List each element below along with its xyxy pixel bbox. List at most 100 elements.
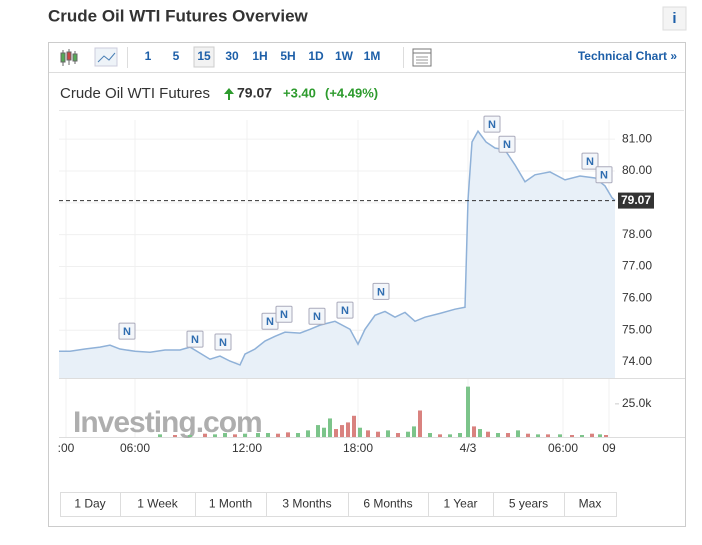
news-flag-label[interactable]: N [191,334,199,346]
interval-button[interactable]: 1H [252,49,267,63]
volume-bar [438,434,442,437]
range-button[interactable] [195,492,267,517]
volume-bar [506,433,510,437]
volume-bar [448,434,452,437]
news-flag-label[interactable]: N [600,170,608,182]
y-tick-label: 78.00 [622,227,652,241]
volume-bar [472,426,476,437]
news-flag[interactable] [186,330,204,348]
news-flag[interactable] [118,322,136,340]
volume-bar [358,427,362,437]
news-flag[interactable] [275,305,293,323]
volume-bar [316,425,320,437]
price-line [59,129,616,366]
table-icon[interactable] [412,48,432,67]
volume-bar [458,433,462,437]
last-price-label: 79.07 [621,193,651,207]
x-tick-label: 12:00 [232,441,262,455]
volume-bar [296,433,300,437]
volume-bar [598,434,602,437]
range-label[interactable]: 1 Day [74,497,105,511]
range-label[interactable]: 3 Months [282,497,331,511]
page-title: Crude Oil WTI Futures Overview [48,6,309,25]
y-tick-label: 77.00 [622,259,652,273]
volume-bar [428,433,432,437]
news-flag-label[interactable]: N [488,119,496,131]
volume-bar [346,422,350,437]
volume-bar [158,434,162,437]
range-button[interactable] [564,492,617,517]
x-tick-label: 4/3 [460,441,477,455]
interval-button[interactable]: 1 [145,49,152,63]
range-bar: 1 Day 1 Week 1 Month 3 Months 6 Months 1 Year… [60,492,617,517]
news-flag-label[interactable]: N [219,337,227,349]
interval-button[interactable]: 30 [225,49,239,63]
range-label[interactable]: Max [579,497,602,511]
range-button[interactable] [348,492,429,517]
volume-bar [558,434,562,437]
news-flag-label[interactable]: N [341,305,349,317]
interval-selected [193,46,215,68]
range-label[interactable]: 5 years [509,497,548,511]
range-button[interactable] [266,492,349,517]
line-icon-stroke [97,52,116,63]
x-tick-label: 06:00 [120,441,150,455]
up-arrow [224,88,234,100]
y-tick-label: 81.00 [622,131,652,145]
range-label[interactable]: 1 Year [443,497,477,511]
volume-bar [266,433,270,437]
range-label[interactable]: 1 Week [137,497,178,511]
candle-icon[interactable] [60,49,78,66]
range-button[interactable] [428,492,494,517]
last-price: 79.07 [237,85,272,101]
range-button[interactable] [120,492,196,517]
news-flag[interactable] [483,115,501,133]
x-tick-label: 18:00 [343,441,373,455]
volume-bar [526,433,530,437]
volume-bar [496,433,500,437]
volume-bar [256,433,260,437]
news-flag-label[interactable]: N [280,309,288,321]
volume-bar [478,429,482,437]
x-tick-label: :00 [58,441,75,455]
interval-button[interactable]: 1W [335,49,354,63]
price-change-percent: (+4.49%) [325,85,378,100]
news-flag[interactable] [498,135,516,153]
volume-bar [188,435,192,437]
x-tick-label: 06:00 [548,441,578,455]
volume-bar [376,431,380,437]
news-flag[interactable] [581,152,599,170]
volume-bar [396,433,400,437]
news-flag[interactable] [372,282,390,300]
range-button[interactable] [60,492,121,517]
news-flag-label[interactable]: N [266,316,274,328]
news-flag-label[interactable]: N [586,156,594,168]
range-label[interactable]: 1 Month [209,497,252,511]
range-button[interactable] [493,492,565,517]
news-flag[interactable] [595,166,613,184]
volume-bar [366,430,370,437]
interval-button[interactable]: 5 [173,49,180,63]
volume-bar [334,429,338,437]
news-flag-label[interactable]: N [503,139,511,151]
volume-bar [536,434,540,437]
news-flag-label[interactable]: N [123,326,131,338]
news-flag[interactable] [214,333,232,351]
range-label[interactable]: 6 Months [363,497,412,511]
volume-bar [286,432,290,437]
news-flag-label[interactable]: N [377,286,385,298]
info-button[interactable] [662,6,687,31]
technical-chart-link[interactable]: Technical Chart » [578,49,677,63]
interval-button[interactable]: 1M [364,49,381,63]
volume-bar [516,430,520,437]
volume-bar [340,425,344,437]
news-flag[interactable] [336,301,354,319]
news-flag[interactable] [308,307,326,325]
volume-bar [580,435,584,437]
news-flag-label[interactable]: N [313,311,321,323]
interval-button[interactable]: 5H [280,49,295,63]
volume-bar [418,410,422,437]
info-icon[interactable]: i [672,10,676,27]
interval-button[interactable]: 1D [308,49,324,63]
interval-button[interactable]: 15 [197,49,211,63]
